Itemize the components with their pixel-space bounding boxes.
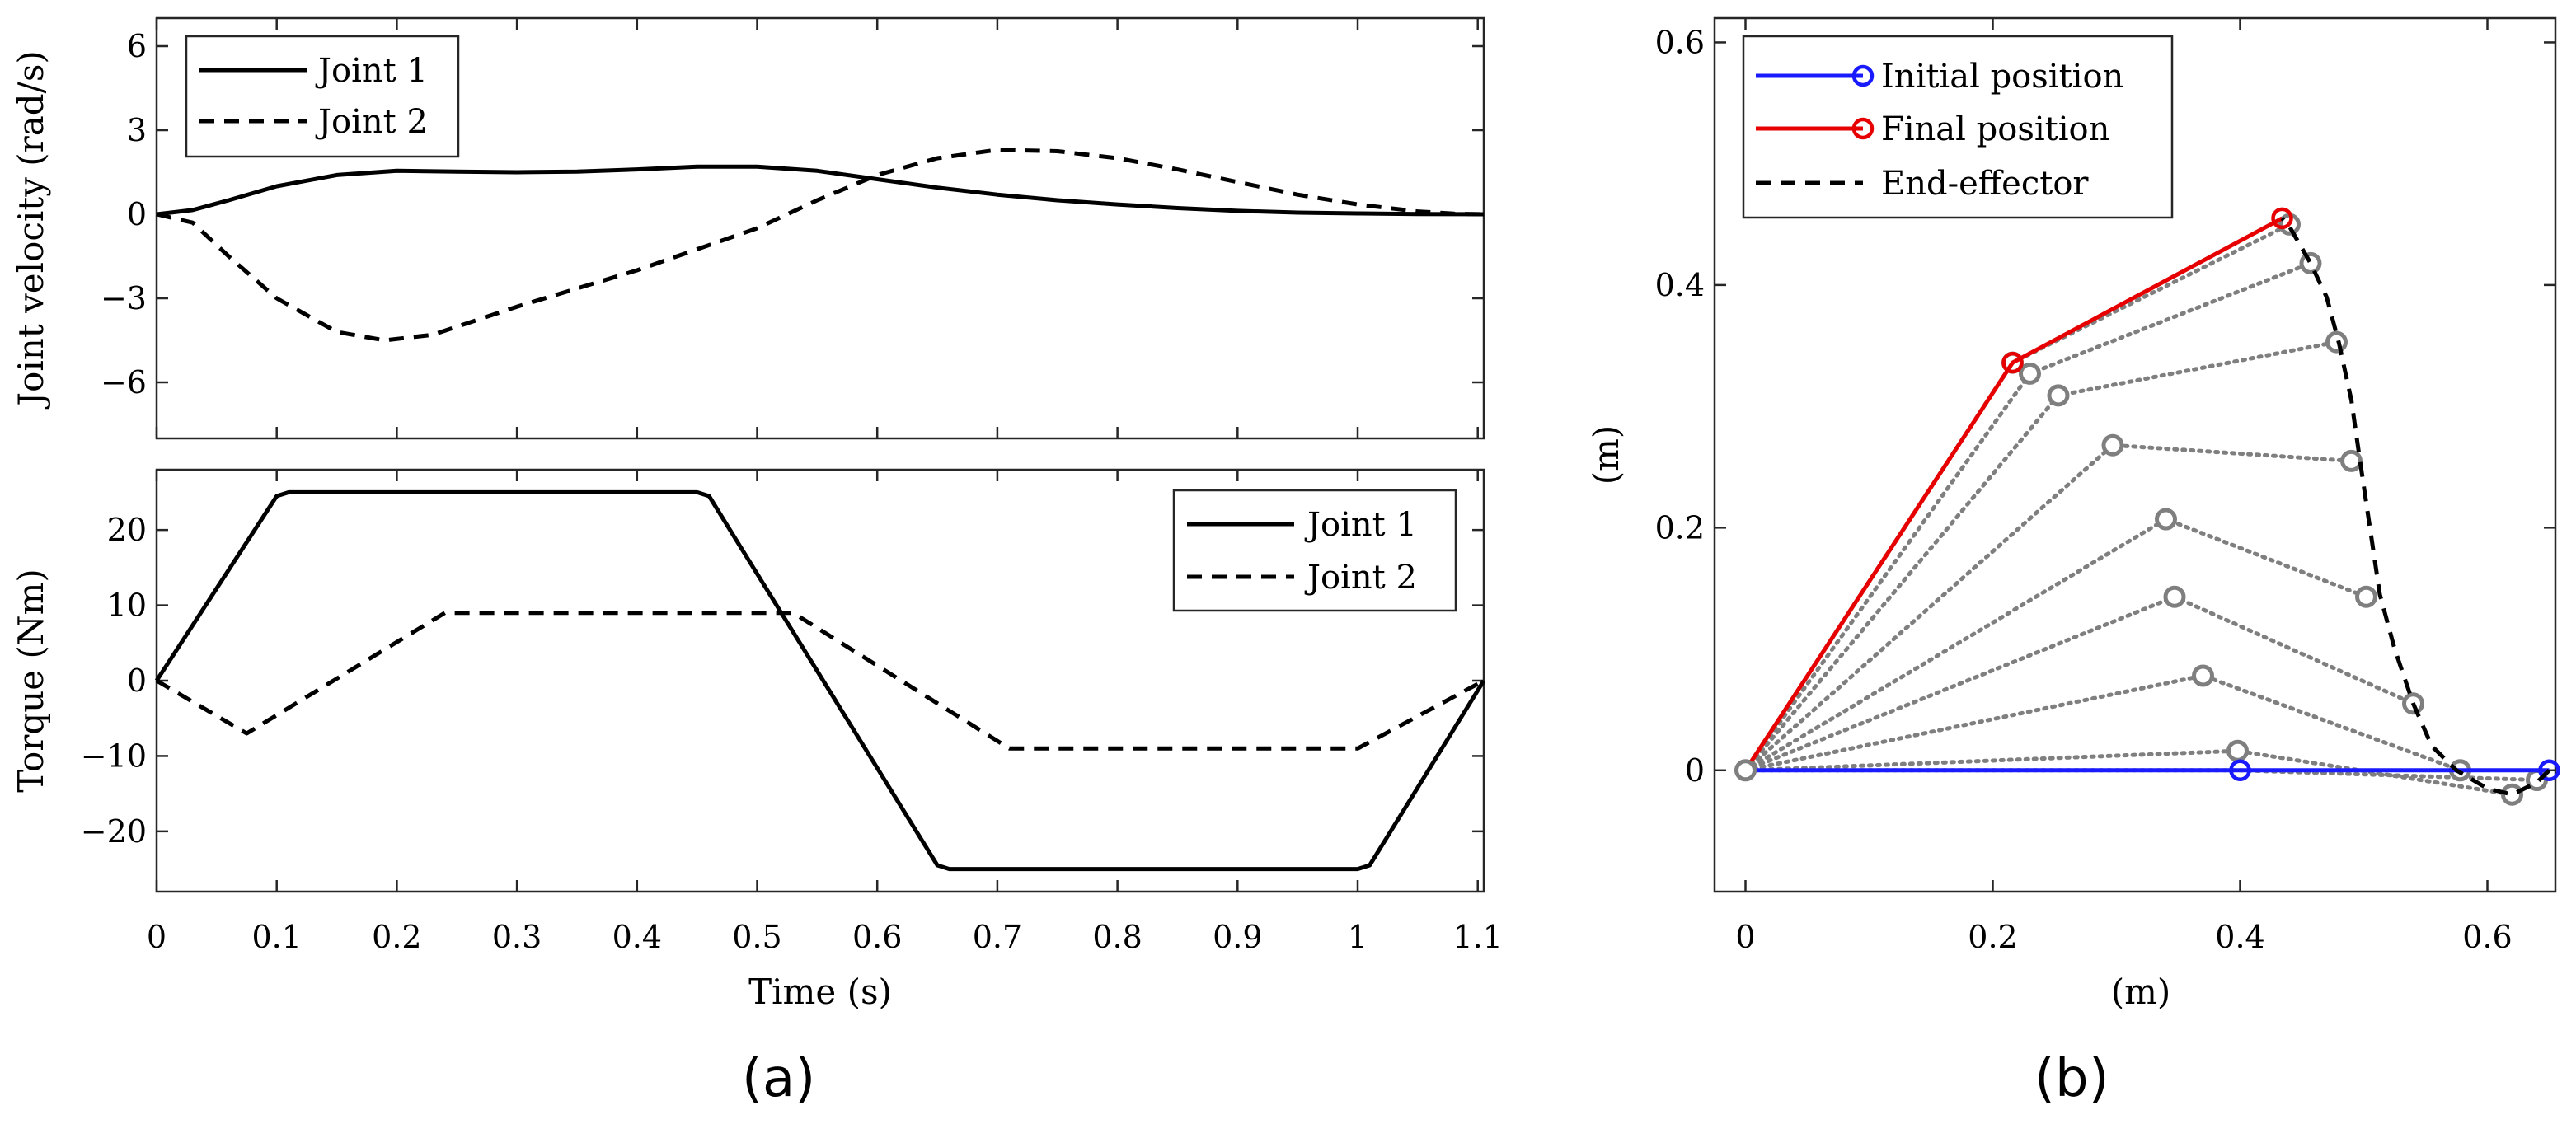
torque-x-ticks: 0 0.1 0.2 0.3 0.4 0.5 0.6 0.7 0.8 0.9 1 1.1 xyxy=(147,470,1503,955)
workspace-xtick-label: 0.4 xyxy=(2215,919,2264,955)
torque-legend-box xyxy=(1172,489,1457,612)
velocity-ytick-label: 3 xyxy=(127,112,147,148)
torque-xtick-label: 0.4 xyxy=(612,919,662,955)
panel-label-a: (a) xyxy=(742,1048,815,1109)
intermediate-joint-marker xyxy=(2299,251,2322,274)
velocity-axes-frame xyxy=(155,16,1485,440)
base-joint-marker xyxy=(1734,759,1757,782)
torque-legend-joint2: Joint 2 xyxy=(1304,559,1417,597)
workspace-subplot: 0 0.2 0.4 0.6 0 0.2 0.4 0.6 (m) (m) Initial po… xyxy=(1586,16,2560,1012)
workspace-axes-frame xyxy=(1713,16,2557,893)
workspace-x-ticks: 0 0.2 0.4 0.6 xyxy=(1735,18,2513,955)
workspace-ytick-label: 0.6 xyxy=(1655,24,1705,60)
intermediate-joint-marker xyxy=(2019,362,2041,385)
workspace-initial-position-joint-marker xyxy=(2229,759,2251,782)
torque-lines xyxy=(154,489,1486,872)
panel-label-b: (b) xyxy=(2034,1048,2109,1109)
workspace-lines xyxy=(1734,207,2560,806)
legend-initial-marker xyxy=(1851,64,1875,87)
workspace-y-ticks: 0 0.2 0.4 0.6 xyxy=(1655,24,2555,789)
torque-series-joint-2-line xyxy=(155,611,1485,751)
torque-subplot: −20 −10 0 10 20 0 0.1 0.2 0.3 0.4 0.5 0.6 0.7 0.8 0.9… xyxy=(11,468,1503,1012)
velocity-lines xyxy=(156,148,1485,343)
workspace-final-position-joint-marker xyxy=(2001,351,2024,374)
legend-final-marker xyxy=(1851,117,1875,140)
torque-xtick-label: 0 xyxy=(147,919,167,955)
intermediate-arm-configuration xyxy=(1743,222,2292,773)
velocity-legend-box xyxy=(185,35,460,158)
torque-series-joint-1-line xyxy=(154,489,1486,872)
workspace-x-axis-label: (m) xyxy=(2111,972,2171,1012)
workspace-y-axis-label: (m) xyxy=(1586,425,1626,485)
torque-ytick-label: −10 xyxy=(81,738,147,774)
intermediate-joint-marker xyxy=(2155,508,2177,531)
intermediate-arm-configuration xyxy=(1743,748,2514,797)
velocity-legend: Joint 1 Joint 2 xyxy=(185,35,460,158)
workspace-xtick-label: 0.6 xyxy=(2462,919,2512,955)
workspace-xtick-label: 0.2 xyxy=(1968,919,2017,955)
torque-xtick-label: 0.1 xyxy=(251,919,301,955)
velocity-series-joint-2-line xyxy=(156,148,1485,343)
legend-initial-position: Initial position xyxy=(1881,58,2123,96)
torque-y-axis-label: Torque (Nm) xyxy=(11,569,51,793)
torque-xtick-label: 0.3 xyxy=(492,919,542,955)
torque-xtick-label: 0.7 xyxy=(973,919,1022,955)
workspace-ytick-label: 0 xyxy=(1685,752,1705,789)
velocity-ytick-label: 0 xyxy=(127,196,147,232)
torque-y-ticks: −20 −10 0 10 20 xyxy=(81,512,1484,850)
velocity-ytick-label: −3 xyxy=(101,280,147,316)
intermediate-joint-marker xyxy=(2101,433,2124,457)
intermediate-arm-configuration xyxy=(1743,340,2339,773)
workspace-series-final-position-line xyxy=(1743,216,2283,772)
intermediate-arm-configuration xyxy=(1743,673,2462,773)
workspace-ytick-label: 0.2 xyxy=(1655,509,1705,546)
velocity-legend-joint2: Joint 2 xyxy=(315,103,428,141)
intermediate-joint-marker xyxy=(2047,384,2070,407)
workspace-ytick-label: 0.4 xyxy=(1655,267,1705,303)
intermediate-arm-configuration xyxy=(1743,443,2353,773)
torque-xtick-label: 0.6 xyxy=(852,919,902,955)
velocity-series-joint-1-line xyxy=(156,164,1485,217)
torque-ytick-label: 20 xyxy=(107,512,147,548)
legend-final-position: Final position xyxy=(1881,110,2109,148)
torque-xtick-label: 0.9 xyxy=(1213,919,1262,955)
velocity-ytick-label: −6 xyxy=(101,364,147,400)
legend-end-effector: End-effector xyxy=(1881,165,2089,203)
torque-ytick-label: 0 xyxy=(127,663,147,699)
velocity-ytick-label: 6 xyxy=(127,28,147,64)
torque-xtick-label: 1.1 xyxy=(1452,919,1502,955)
workspace-initial-position-joint-marker xyxy=(2538,759,2560,782)
torque-xtick-label: 0.5 xyxy=(732,919,781,955)
torque-xtick-label: 0.8 xyxy=(1092,919,1142,955)
velocity-subplot: −6 −3 0 3 6 Joint velocity (rad/s) Joint 1 J… xyxy=(11,16,1485,440)
workspace-xtick-label: 0 xyxy=(1735,919,1755,955)
velocity-y-axis-label: Joint velocity (rad/s) xyxy=(11,50,51,410)
workspace-series-end-effector-line xyxy=(2280,217,2551,797)
torque-x-axis-label: Time (s) xyxy=(748,972,892,1012)
intermediate-joint-marker xyxy=(2355,585,2377,608)
intermediate-joint-marker xyxy=(2340,449,2363,472)
workspace-final-position-joint-marker xyxy=(2271,207,2293,230)
intermediate-joint-marker xyxy=(2325,330,2348,354)
torque-legend-joint1: Joint 1 xyxy=(1304,506,1417,544)
intermediate-joint-marker xyxy=(2163,585,2186,608)
torque-ytick-label: −20 xyxy=(81,813,147,850)
torque-ytick-label: 10 xyxy=(107,588,147,624)
intermediate-joint-marker xyxy=(2226,739,2249,762)
velocity-legend-joint1: Joint 1 xyxy=(315,52,428,90)
intermediate-joint-marker xyxy=(2192,664,2214,687)
torque-xtick-label: 0.2 xyxy=(372,919,421,955)
torque-legend: Joint 1 Joint 2 xyxy=(1172,489,1457,612)
workspace-legend: Initial position Final position End-effe… xyxy=(1742,35,2174,219)
torque-xtick-label: 1 xyxy=(1348,919,1368,955)
